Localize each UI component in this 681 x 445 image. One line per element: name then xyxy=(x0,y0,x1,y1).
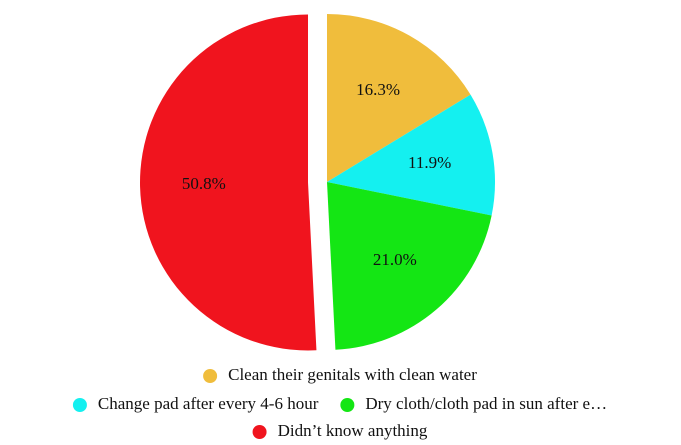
legend-marker-dry-cloth-cloth-pad-in-sun-after-e xyxy=(340,398,355,412)
data-label-clean-their-genitals-with-clean-water: 16.3% xyxy=(356,80,400,99)
pie-slice-dry-cloth-cloth-pad-in-sun-after-e xyxy=(327,182,492,350)
pie-slice-clean-their-genitals-with-clean-water xyxy=(327,14,471,182)
pie-slice-didn-t-know-anything xyxy=(140,14,317,351)
legend-item-dry-cloth-cloth-pad-in-sun-after-e: Dry cloth/cloth pad in sun after e… xyxy=(340,394,607,413)
legend-marker-didn-t-know-anything xyxy=(252,425,267,439)
pie-slice-change-pad-after-every-4-6-hour xyxy=(327,94,496,216)
pie-data-labels: 16.3% 11.9% 21.0% 50.8% xyxy=(182,80,451,269)
legend-label-didn-t-know-anything: Didn’t know anything xyxy=(278,421,428,440)
legend-item-didn-t-know-anything: Didn’t know anything xyxy=(252,421,428,440)
data-label-didn-t-know-anything: 50.8% xyxy=(182,174,226,193)
legend: Clean their genitals with clean water Cha… xyxy=(72,365,607,440)
data-label-dry-cloth-cloth-pad-in-sun-after-e: 21.0% xyxy=(373,250,417,269)
legend-label-change-pad-after-every-4-6-hour: Change pad after every 4-6 hour xyxy=(98,394,319,413)
data-label-change-pad-after-every-4-6-hour: 11.9% xyxy=(408,153,451,172)
legend-item-clean-their-genitals-with-clean-water: Clean their genitals with clean water xyxy=(203,365,477,384)
legend-marker-change-pad-after-every-4-6-hour xyxy=(72,398,87,412)
legend-item-change-pad-after-every-4-6-hour: Change pad after every 4-6 hour xyxy=(72,394,319,413)
pie-slices xyxy=(140,14,496,351)
legend-label-clean-their-genitals-with-clean-water: Clean their genitals with clean water xyxy=(228,365,477,384)
legend-marker-clean-their-genitals-with-clean-water xyxy=(203,369,218,383)
legend-label-dry-cloth-cloth-pad-in-sun-after-e: Dry cloth/cloth pad in sun after e… xyxy=(365,394,607,413)
